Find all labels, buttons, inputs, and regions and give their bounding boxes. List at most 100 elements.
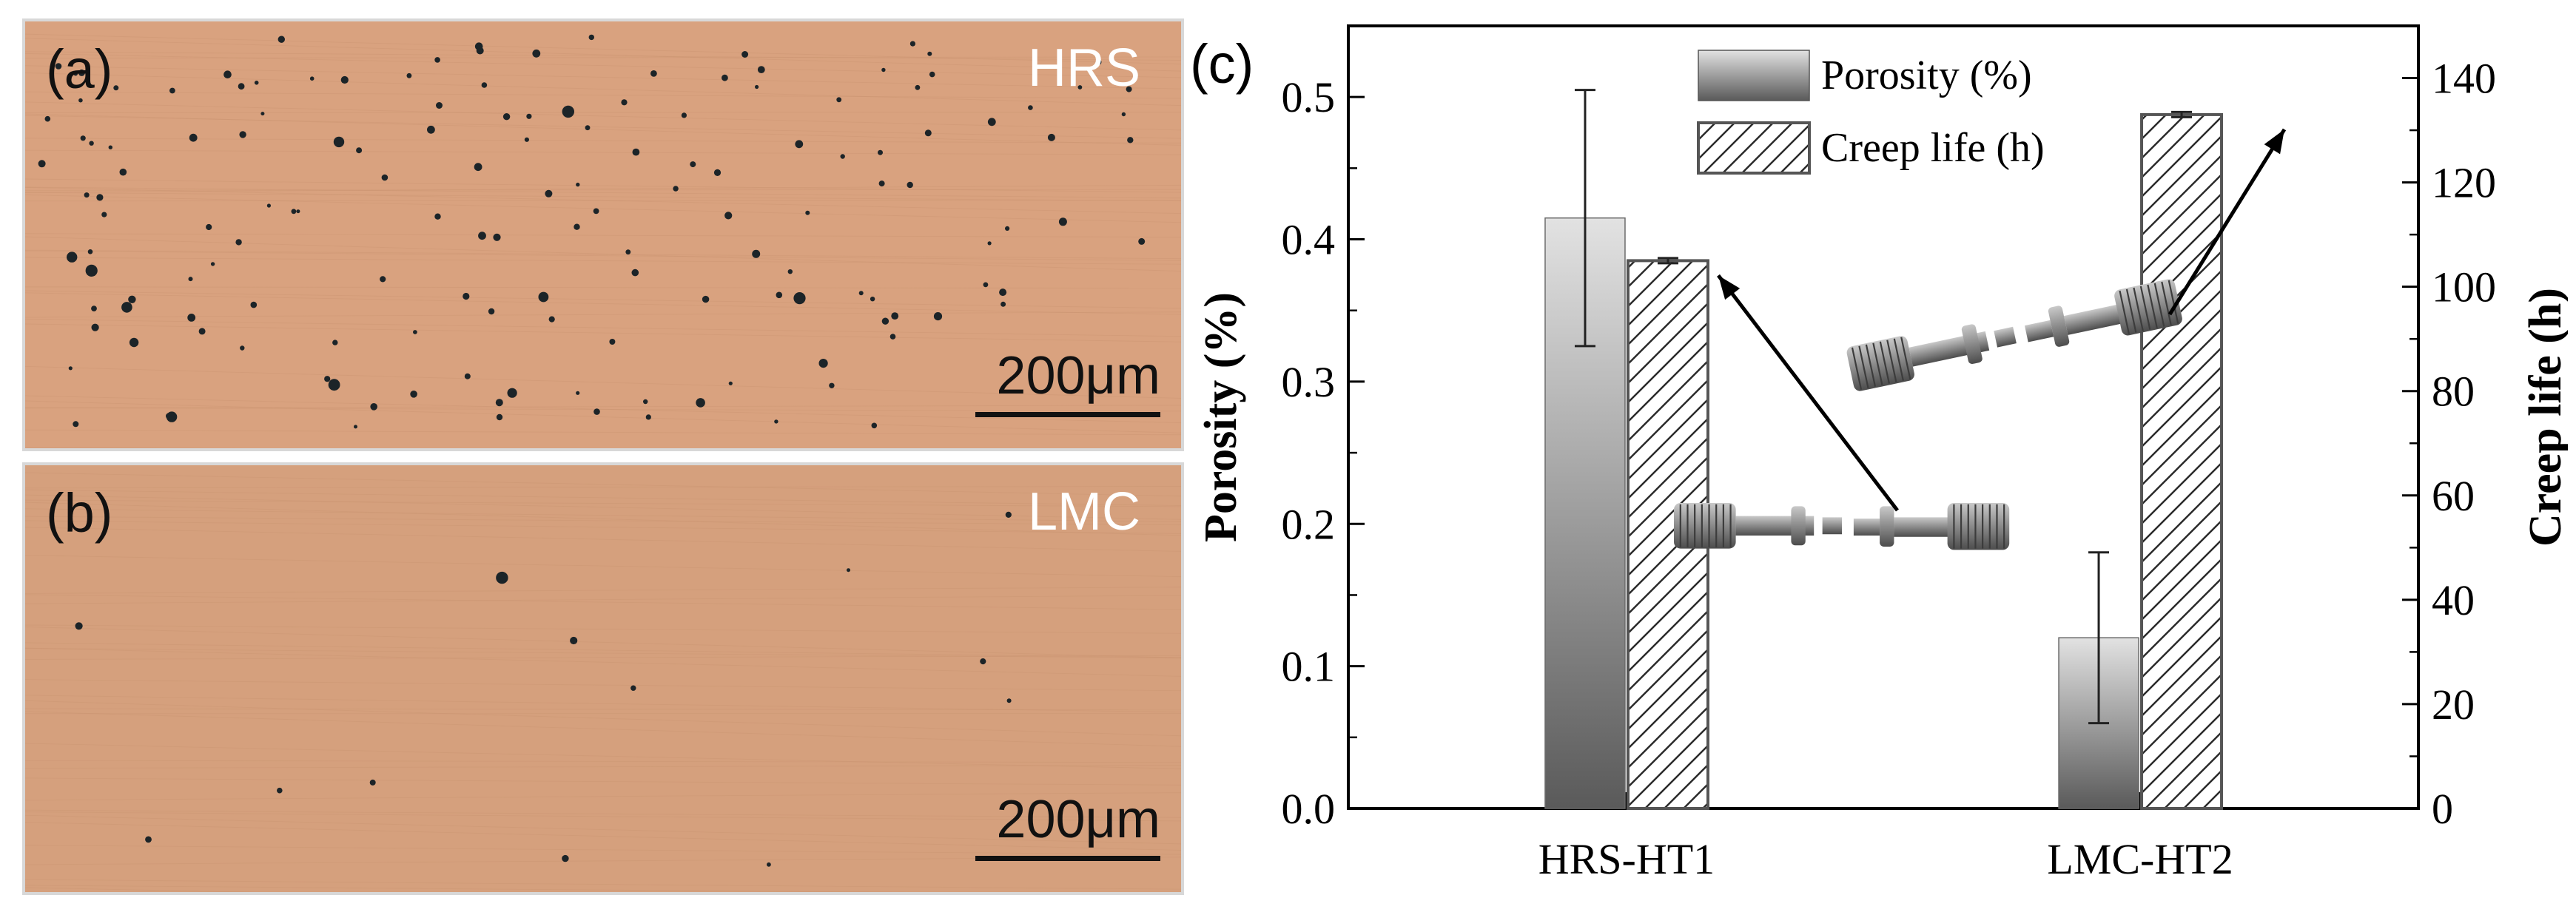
pore xyxy=(793,292,806,305)
pore xyxy=(121,302,132,313)
right-tick-label: 20 xyxy=(2432,681,2475,729)
pore xyxy=(881,317,890,325)
pore xyxy=(260,112,265,116)
panel-label-b: (b) xyxy=(46,482,113,544)
pore xyxy=(929,71,935,78)
pore xyxy=(427,125,435,134)
legend-swatch xyxy=(1698,50,1810,101)
pore xyxy=(340,75,349,84)
arrow-to-lmc-bar xyxy=(2168,128,2287,316)
pore xyxy=(96,194,104,201)
polish-scratch xyxy=(25,149,1181,155)
polish-scratch xyxy=(25,777,1181,786)
pore xyxy=(370,403,378,411)
polish-scratch xyxy=(25,113,1181,146)
polish-scratch xyxy=(25,115,1181,139)
pore xyxy=(878,149,883,155)
pore xyxy=(524,137,530,142)
pore xyxy=(78,98,83,103)
pore xyxy=(593,208,599,215)
pore xyxy=(502,113,511,121)
pore xyxy=(1005,511,1012,518)
polish-scratch xyxy=(25,194,1181,223)
pore xyxy=(332,340,338,345)
pore xyxy=(574,223,580,230)
pore xyxy=(645,414,651,420)
polish-scratch xyxy=(25,679,1181,692)
polish-scratch xyxy=(25,286,1181,289)
pore xyxy=(983,282,989,288)
pore xyxy=(987,118,996,126)
pore xyxy=(1005,226,1010,231)
pore xyxy=(907,181,913,189)
pore xyxy=(681,112,687,118)
pore xyxy=(189,133,198,142)
pore xyxy=(250,301,258,308)
pore xyxy=(240,345,245,351)
micrograph-hrs-image xyxy=(25,21,1181,448)
pore xyxy=(169,87,175,94)
pore xyxy=(188,277,193,282)
polish-scratch xyxy=(25,257,1181,265)
pore xyxy=(55,63,62,70)
y-axis-left-title: Porosity (%) xyxy=(1196,292,1246,542)
pore xyxy=(476,47,484,55)
polish-scratch xyxy=(25,587,1181,594)
polish-scratch xyxy=(25,711,1181,747)
panel-label-c: (c) xyxy=(1190,33,1254,95)
polish-scratch xyxy=(25,624,1181,634)
polish-scratch xyxy=(25,760,1181,763)
pore xyxy=(235,239,242,246)
pore xyxy=(787,269,793,274)
polish-scratch xyxy=(25,184,1181,193)
pore xyxy=(474,163,482,172)
pore xyxy=(625,249,631,255)
pore xyxy=(570,636,578,645)
right-tick-label: 120 xyxy=(2432,159,2496,207)
sample-label-lmc: LMC xyxy=(1027,482,1140,541)
pore xyxy=(324,376,331,382)
polish-scratch xyxy=(25,814,1181,845)
pore xyxy=(631,269,639,277)
pore xyxy=(593,408,600,415)
polish-scratch xyxy=(25,647,1181,677)
pore xyxy=(128,295,136,303)
pore xyxy=(1126,86,1132,92)
polish-scratch xyxy=(25,809,1181,818)
polish-scratch xyxy=(25,489,1181,507)
pore xyxy=(774,419,778,424)
pore xyxy=(1121,112,1126,117)
polish-scratch xyxy=(25,822,1181,851)
scale-bar-label: 200μm xyxy=(996,346,1160,405)
pore xyxy=(496,571,508,584)
arrow-to-hrs-bar-head xyxy=(1718,275,1741,300)
polish-scratch xyxy=(25,695,1181,713)
pore xyxy=(73,71,78,76)
pore xyxy=(728,381,733,385)
pore xyxy=(266,203,271,208)
right-tick-label: 60 xyxy=(2432,472,2475,520)
polish-scratch xyxy=(25,516,1181,526)
pore xyxy=(478,232,486,240)
pore xyxy=(924,129,932,137)
pore xyxy=(356,147,363,154)
polish-scratch xyxy=(25,527,1181,552)
pore xyxy=(291,209,297,215)
polish-scratch xyxy=(25,502,1181,536)
polish-scratch xyxy=(25,499,1181,507)
polish-scratch xyxy=(25,626,1181,658)
pore xyxy=(464,373,471,379)
polish-scratch xyxy=(25,700,1181,737)
pore xyxy=(980,658,986,665)
x-tick-label: LMC-HT2 xyxy=(2047,835,2233,883)
pore xyxy=(119,168,127,176)
pore xyxy=(999,288,1007,297)
pore xyxy=(915,84,921,90)
pore xyxy=(562,105,574,118)
pore xyxy=(1058,217,1067,226)
pore xyxy=(755,84,759,90)
pore xyxy=(909,41,915,47)
pore xyxy=(805,210,810,215)
pore xyxy=(621,99,628,106)
y-axis-right-title: Creep life (h) xyxy=(2520,288,2568,547)
